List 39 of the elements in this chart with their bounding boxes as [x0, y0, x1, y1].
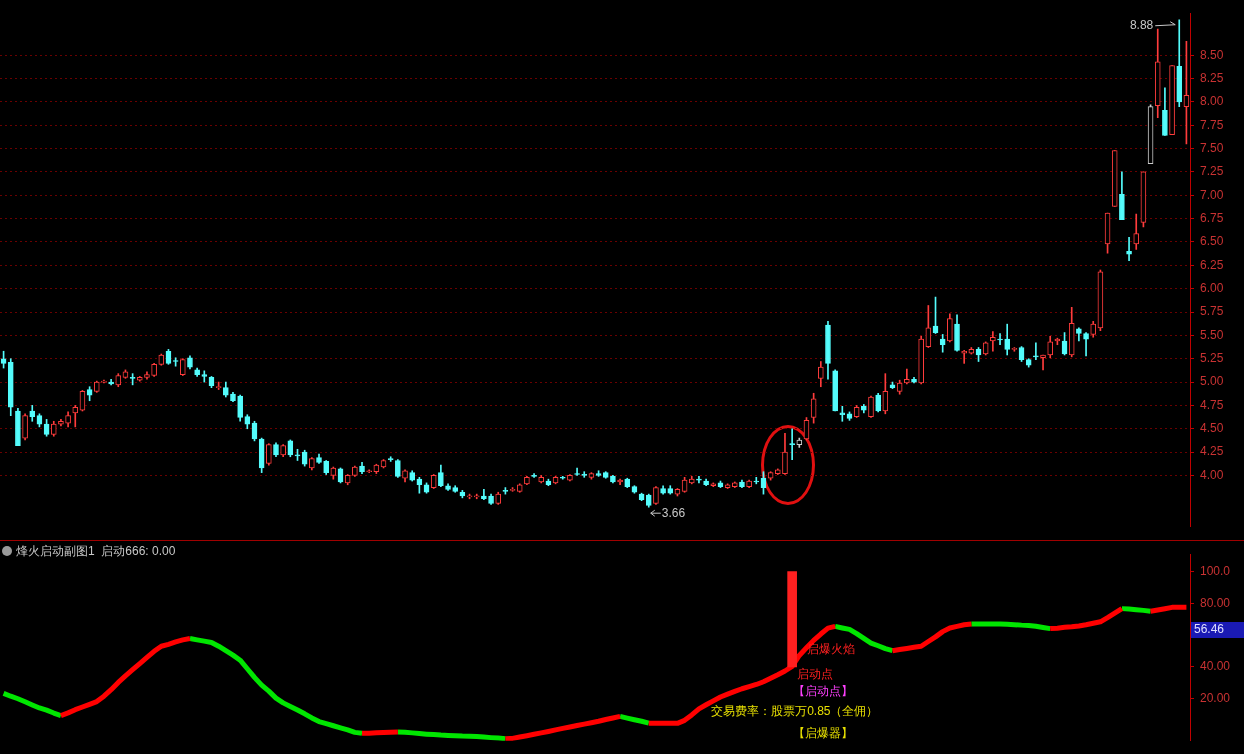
y-tick-label: 7.50: [1200, 140, 1224, 155]
y-tick-label: 40.00: [1200, 659, 1231, 674]
y-tick-label: 7.75: [1200, 117, 1224, 132]
text: 56.46: [1194, 622, 1225, 637]
candlestick: [1033, 342, 1039, 360]
annotation: 交易费率：股票万0.85（全佣）: [711, 704, 879, 719]
y-tick-label: 6.75: [1200, 210, 1224, 225]
candlestick: [997, 333, 1003, 346]
chart-title: 烽火启动副图1 启动666: 0.00: [16, 544, 176, 559]
y-tick-label: 7.00: [1200, 187, 1224, 202]
annotation: 8.88: [1129, 18, 1154, 33]
y-tick-label: 80.00: [1200, 595, 1231, 610]
annotation: 3.66: [661, 505, 686, 520]
annotation: 【启动点】: [793, 684, 854, 699]
y-tick-label: 20.00: [1200, 690, 1231, 705]
y-tick-label: 4.75: [1200, 397, 1224, 412]
candlestick: [961, 349, 968, 364]
annotation: 启动点: [797, 667, 834, 682]
y-tick-label: 4.50: [1200, 421, 1224, 436]
y-tick-label: 5.50: [1200, 327, 1224, 342]
y-tick-label: 5.00: [1200, 374, 1224, 389]
y-tick-label: 4.25: [1200, 444, 1224, 459]
y-tick-label: 8.25: [1200, 70, 1224, 85]
y-tick-label: 5.75: [1200, 304, 1224, 319]
y-tick-label: 5.25: [1200, 351, 1224, 366]
y-tick-label: 4.00: [1200, 467, 1224, 482]
candlestick: [839, 406, 846, 422]
y-tick-label: 100.0: [1200, 563, 1231, 578]
y-tick-label: 8.50: [1200, 47, 1224, 62]
y-tick-label: 6.25: [1200, 257, 1224, 272]
annotation: 【启爆器】: [793, 726, 854, 741]
candlestick: [1083, 332, 1089, 357]
candlestick: [696, 476, 702, 484]
y-tick-label: 6.00: [1200, 280, 1224, 295]
annotation: 启爆火焰: [807, 642, 856, 657]
candlestick: [753, 476, 760, 485]
y-tick-label: 6.50: [1200, 234, 1224, 249]
y-tick-label: 7.25: [1200, 164, 1224, 179]
y-tick-label: 8.00: [1200, 94, 1224, 109]
